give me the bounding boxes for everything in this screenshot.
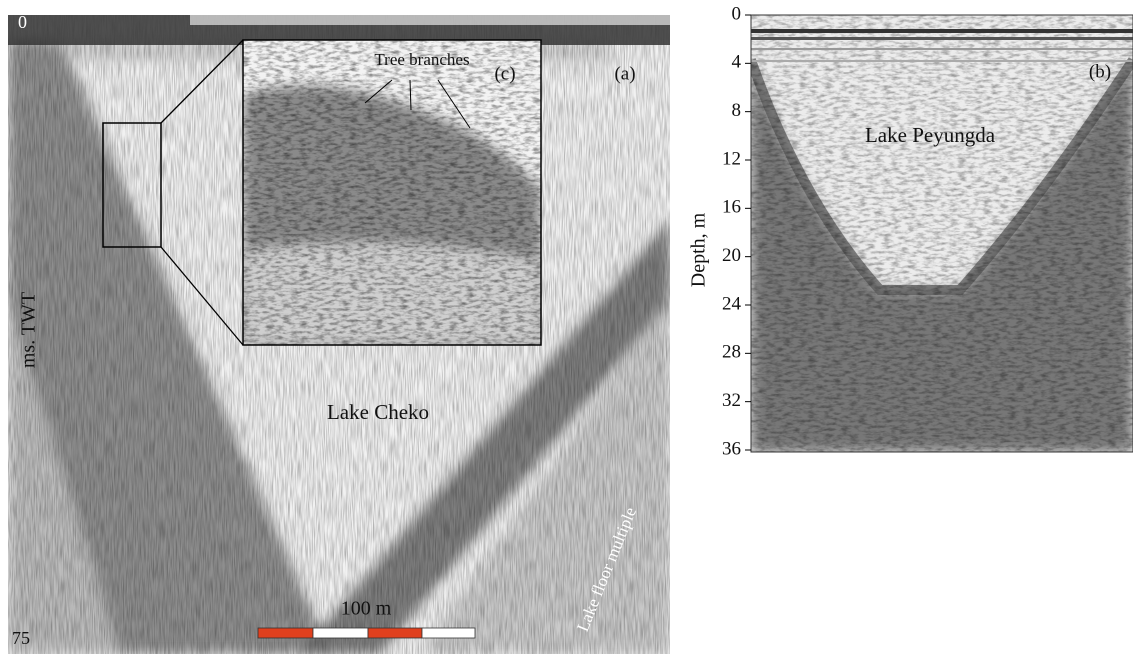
y-tick-label: 20 (722, 245, 741, 266)
zoom-line (160, 39, 244, 124)
y-tick-label: 4 (732, 52, 742, 73)
y-tick-label: 36 (722, 438, 741, 459)
panel-label: (a) (614, 63, 635, 84)
y-tick-label: 12 (722, 148, 741, 169)
y-tick-label: 32 (722, 390, 741, 411)
frame (750, 14, 1133, 453)
y-tick-label: 0 (732, 3, 742, 24)
pointer (364, 79, 393, 104)
panel-title: Lake Cheko (327, 400, 429, 424)
inset-frame (242, 39, 542, 346)
y-axis: 0 4 8 12 16 20 24 28 32 36 (722, 3, 751, 459)
y-tick-label: 24 (722, 293, 742, 314)
y-tick-label: 28 (722, 342, 741, 363)
scale-label: 100 m (341, 598, 392, 620)
pointer (409, 79, 412, 111)
panel-label: (c) (494, 63, 515, 84)
inset-image (243, 40, 541, 345)
annotation: Tree branches (374, 50, 469, 69)
axis-label: ms. TWT (18, 292, 40, 368)
seismic-image-b (751, 15, 1133, 452)
pointer (437, 79, 471, 129)
zoom-box (102, 122, 162, 248)
axis-top: 0 (18, 12, 27, 32)
y-tick-label: 8 (732, 100, 742, 121)
axis-label: Depth, m (688, 212, 710, 287)
y-tick-label: 16 (722, 197, 741, 218)
scale-bar (257, 627, 476, 639)
panel-title: Lake Peyungda (865, 123, 996, 147)
zoom-line (160, 246, 244, 346)
panel-label: (b) (1089, 61, 1111, 82)
axis-bottom: 75 (12, 628, 30, 648)
